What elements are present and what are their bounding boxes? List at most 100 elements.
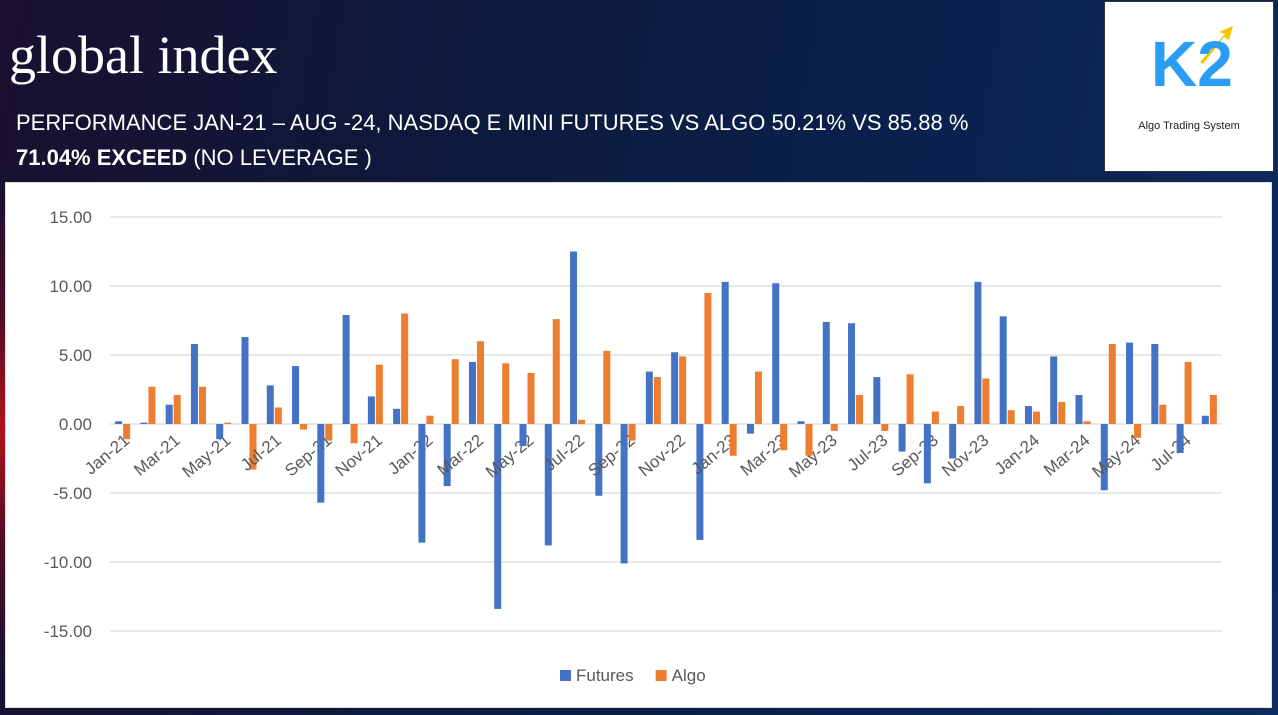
bar [729, 424, 737, 456]
bar [216, 424, 224, 440]
y-tick-label: 10.00 [49, 277, 92, 296]
bar [544, 424, 552, 546]
bar [873, 377, 881, 424]
chart-area [5, 182, 1272, 708]
bar [1201, 415, 1209, 424]
bar [898, 424, 906, 452]
bar [1058, 401, 1066, 424]
bar [931, 411, 939, 424]
bar [570, 251, 578, 424]
bar [292, 366, 300, 424]
bar [317, 424, 325, 503]
bar [721, 281, 729, 424]
bar [780, 424, 788, 451]
bar [704, 292, 712, 424]
y-tick-label: 0.00 [59, 415, 92, 434]
bar [1007, 410, 1015, 424]
bar [502, 363, 510, 424]
bar [1032, 411, 1040, 424]
bar [856, 395, 864, 424]
bar [140, 422, 148, 424]
bar [645, 371, 653, 424]
bar [1100, 424, 1108, 491]
bar [494, 424, 502, 609]
bar [595, 424, 603, 496]
bar [468, 361, 476, 424]
legend-swatch [655, 670, 667, 681]
bar [123, 424, 131, 440]
bar [165, 404, 173, 424]
bar [224, 422, 232, 424]
bar [266, 385, 274, 424]
bar [350, 424, 358, 444]
bar [375, 364, 383, 424]
bar [241, 337, 249, 424]
bar [620, 424, 628, 564]
slide-title: global index [9, 25, 278, 85]
bar [949, 424, 957, 459]
y-tick-label: -10.00 [44, 553, 92, 572]
y-tick-label: 5.00 [59, 346, 92, 365]
bar [797, 421, 805, 424]
subtitle-2: 71.04% EXCEED (NO LEVERAGE ) [16, 145, 372, 171]
y-tick-label: -15.00 [44, 622, 92, 641]
bar [906, 374, 914, 424]
bar [923, 424, 931, 484]
bar [822, 321, 830, 424]
bar [426, 415, 434, 424]
note: (NO LEVERAGE ) [193, 145, 372, 170]
bar [746, 424, 754, 434]
bar [848, 323, 856, 424]
subtitle: PERFORMANCE JAN-21 – AUG -24, NASDAQ E M… [16, 110, 969, 135]
bar [881, 424, 889, 431]
bar [1050, 356, 1058, 424]
bar [772, 283, 780, 424]
highlight: 71.04% EXCEED [16, 145, 188, 170]
legend-swatch [560, 670, 571, 681]
bar [1209, 395, 1217, 424]
bar [115, 421, 123, 424]
bar [451, 359, 459, 424]
bar [1024, 406, 1032, 424]
bar [578, 419, 586, 424]
bar [957, 406, 965, 424]
bar [982, 378, 990, 424]
bar [552, 319, 560, 424]
bar [476, 341, 484, 424]
logo-arrow [1200, 26, 1233, 64]
legend-label: Algo [672, 666, 706, 685]
bar [274, 407, 282, 424]
y-tick-label: -5.00 [53, 484, 92, 503]
bar [1108, 343, 1116, 424]
bar [830, 424, 838, 431]
bar [671, 352, 679, 424]
bar [1159, 404, 1167, 424]
bar [173, 395, 181, 424]
bar [401, 313, 409, 424]
bar [805, 424, 813, 456]
bar [148, 386, 156, 424]
bar [653, 377, 661, 424]
bar [1083, 421, 1091, 424]
bar [628, 424, 636, 441]
logo-letters: K2 [1151, 28, 1233, 100]
bar [393, 408, 401, 424]
bar [342, 314, 350, 424]
bar [696, 424, 704, 540]
bar [679, 356, 687, 424]
bar [1126, 342, 1134, 424]
bar [1075, 395, 1083, 424]
bar [249, 424, 257, 470]
bar [325, 424, 333, 441]
bar [300, 424, 308, 430]
bar [754, 371, 762, 424]
bar [418, 424, 426, 543]
bar [974, 281, 982, 424]
bar [190, 343, 198, 424]
logo-caption: Algo Trading System [1138, 120, 1240, 132]
bar [367, 396, 375, 424]
bar [1184, 361, 1192, 424]
y-tick-label: 15.00 [49, 208, 92, 227]
legend-label: Futures [576, 666, 634, 685]
